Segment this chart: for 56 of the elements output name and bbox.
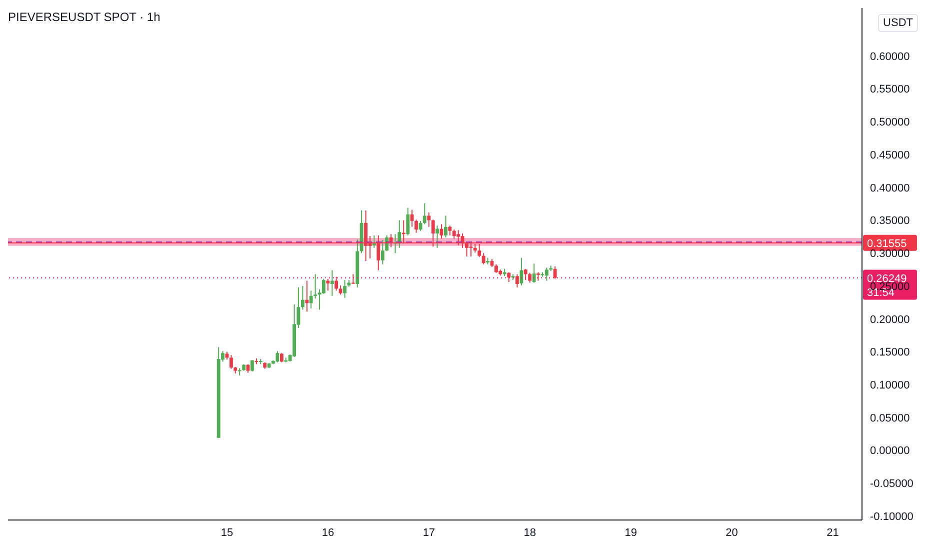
x-tick-label: 15 xyxy=(220,526,234,539)
candlestick xyxy=(309,290,313,309)
candlestick xyxy=(300,286,304,310)
y-tick-label: 0.15000 xyxy=(870,346,910,359)
candlestick xyxy=(406,207,410,236)
candlestick xyxy=(520,257,524,286)
candlestick xyxy=(334,276,338,292)
candlestick xyxy=(427,212,431,228)
candlestick xyxy=(524,268,528,281)
candlestick xyxy=(351,274,355,285)
candlestick xyxy=(330,270,334,296)
x-tick-label: 20 xyxy=(726,526,738,539)
candlestick xyxy=(322,278,326,294)
candlestick xyxy=(414,219,418,234)
y-tick-label: 0.50000 xyxy=(870,116,910,129)
candlestick xyxy=(436,225,439,248)
candlestick xyxy=(305,280,309,312)
x-tick-label: 19 xyxy=(624,526,637,539)
x-tick-label: 16 xyxy=(322,526,334,539)
candlestick xyxy=(380,240,384,265)
x-tick-label: 17 xyxy=(422,526,436,539)
candlestick xyxy=(444,215,448,238)
chart-title: PIEVERSEUSDT SPOT · 1h xyxy=(8,10,160,24)
candlestick xyxy=(238,368,242,376)
x-tick-label: 18 xyxy=(524,526,536,539)
candlestick xyxy=(482,252,486,265)
y-tick-label: 0.55000 xyxy=(870,84,910,96)
candlestick xyxy=(448,225,452,236)
candlestick xyxy=(544,267,548,282)
x-tick-label: 21 xyxy=(826,526,839,539)
candlestick xyxy=(230,354,233,370)
candlestick xyxy=(422,202,426,225)
y-tick-label: -0.05000 xyxy=(870,478,914,490)
y-tick-label: -0.10000 xyxy=(870,510,914,523)
candlestick xyxy=(516,274,519,288)
candlestick xyxy=(507,272,511,283)
candlestick xyxy=(528,272,532,284)
y-tick-label: 0.05000 xyxy=(870,412,910,424)
candlestick xyxy=(553,266,557,280)
y-tick-label: 0.00000 xyxy=(870,445,910,458)
candlestick xyxy=(280,352,284,363)
y-axis-title: USDT xyxy=(878,14,918,32)
y-tick-label: 0.20000 xyxy=(870,314,910,326)
y-tick-label: 0.60000 xyxy=(870,50,910,63)
y-tick-label: 0.10000 xyxy=(870,380,910,392)
candlestick xyxy=(314,274,318,300)
y-tick-label: 0.30000 xyxy=(870,248,910,260)
y-tick-label: 0.45000 xyxy=(870,149,910,162)
y-tick-label: 0.35000 xyxy=(870,215,910,228)
candlestick xyxy=(452,228,456,240)
candlestick xyxy=(343,280,346,298)
y-tick-label: 0.40000 xyxy=(870,182,910,194)
candlestick xyxy=(532,263,536,284)
candlestick xyxy=(372,234,376,248)
ref-line-label: 0.31555 xyxy=(867,238,907,250)
candlestick xyxy=(326,278,330,292)
